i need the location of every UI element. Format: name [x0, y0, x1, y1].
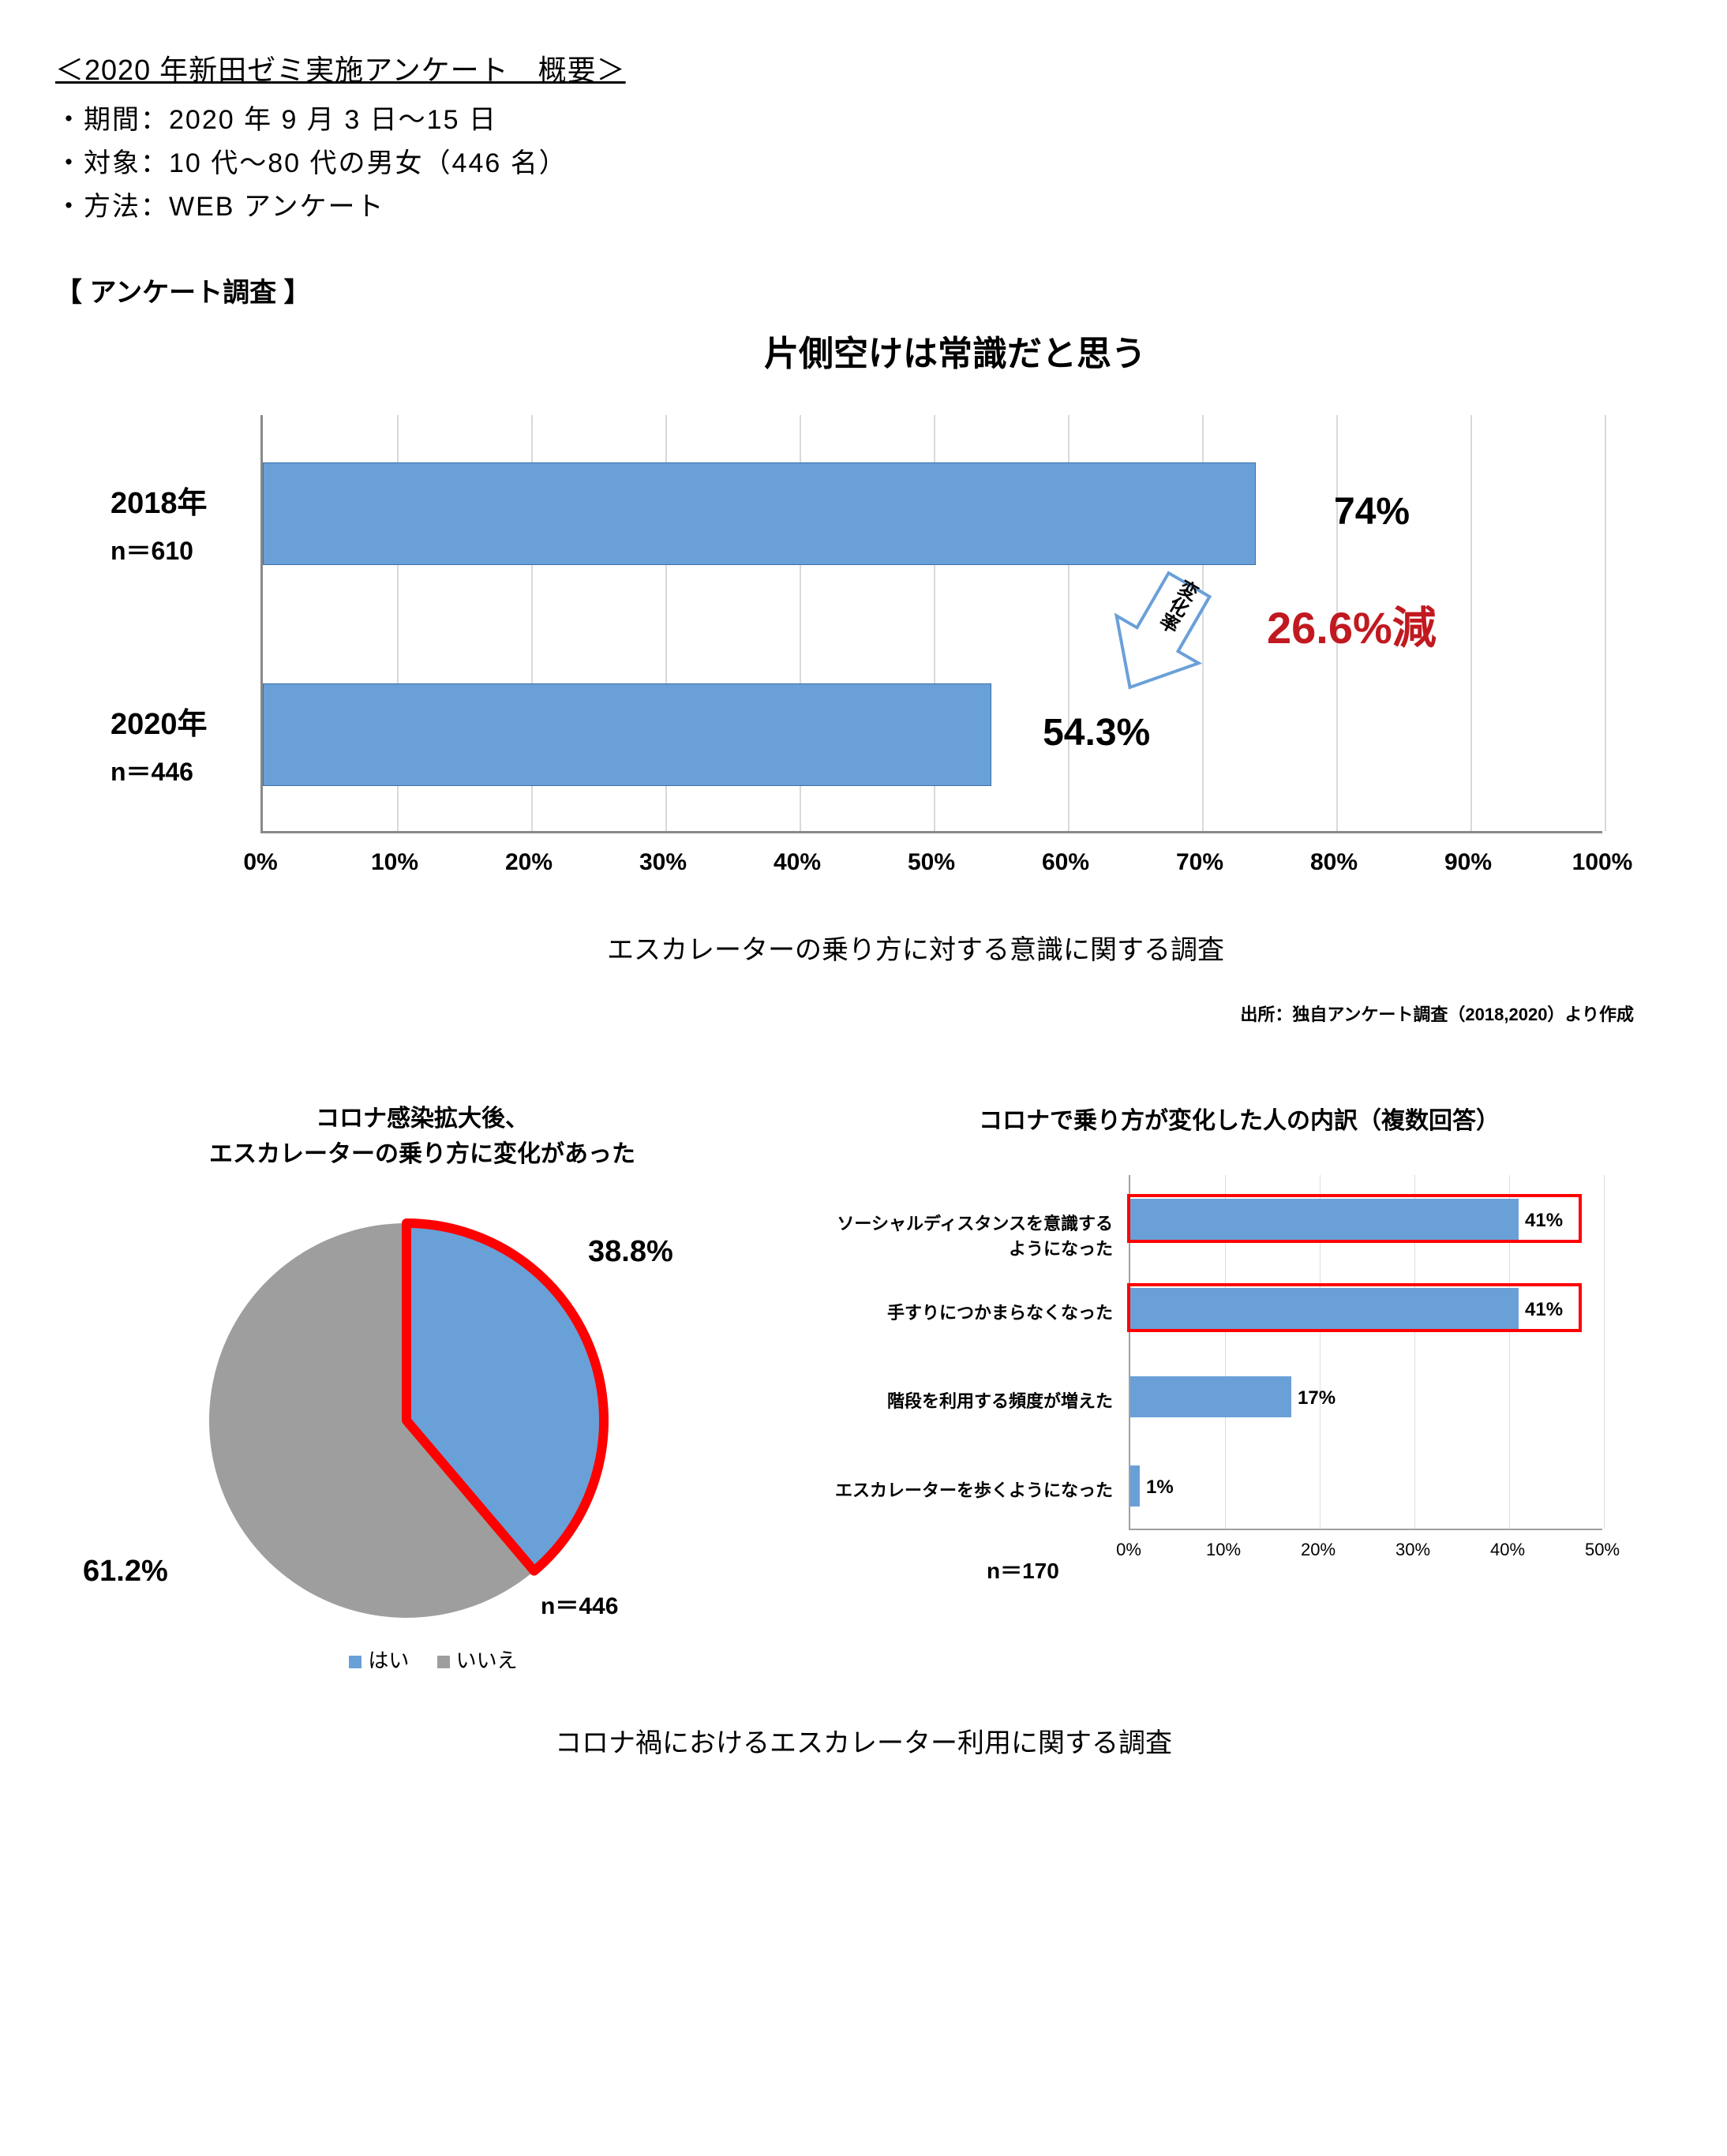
pie-title: コロナ感染拡大後、 エスカレーターの乗り方に変化があった — [55, 1101, 789, 1172]
chart1-bar — [263, 683, 991, 786]
chart1-source: 出所：独自アンケート調査（2018,2020）より作成 — [1240, 1001, 1634, 1026]
chart1-bar — [263, 462, 1256, 565]
hbar-bar — [1130, 1376, 1291, 1417]
hbar-row-label: 階段を利用する頻度が増えた — [829, 1387, 1121, 1413]
hbar-value-label: 1% — [1146, 1477, 1174, 1499]
chart1-xtick: 70% — [1176, 849, 1223, 876]
hbar-row-label: 手すりにつかまらなくなった — [829, 1299, 1121, 1324]
pie-title-line1: コロナ感染拡大後、 — [316, 1106, 529, 1132]
header-bullet: ・方法：WEB アンケート — [55, 185, 1672, 223]
legend-swatch-no — [437, 1656, 450, 1668]
hbar-xtick: 20% — [1301, 1540, 1336, 1560]
page-title: ＜2020 年新田ゼミ実施アンケート 概要＞ — [55, 47, 1672, 88]
hbar-bar — [1130, 1465, 1140, 1507]
row2: コロナ感染拡大後、 エスカレーターの乗り方に変化があった 38.8% 61.2%… — [55, 1101, 1672, 1674]
chart1-value-label: 74% — [1334, 490, 1410, 533]
hbar-xtick: 30% — [1395, 1540, 1430, 1560]
pie-value-no: 61.2% — [83, 1555, 168, 1589]
hbar-title: コロナで乗り方が変化した人の内訳（複数回答） — [821, 1101, 1658, 1136]
survey-section-label: 【 アンケート調査 】 — [55, 271, 1672, 309]
chart1-xtick: 80% — [1310, 849, 1358, 876]
chart1-title: 片側空けは常識だと思う — [245, 325, 1665, 376]
hbar-n: n＝170 — [987, 1554, 1059, 1585]
legend-label-yes: はい — [368, 1649, 409, 1672]
pie-n: n＝446 — [541, 1586, 618, 1621]
pie-panel: コロナ感染拡大後、 エスカレーターの乗り方に変化があった 38.8% 61.2%… — [55, 1101, 789, 1674]
hbar-xtick: 40% — [1490, 1540, 1525, 1560]
chart1-plot: 0%10%20%30%40%50%60%70%80%90%100%2018年n＝… — [111, 415, 1610, 904]
header-bullet: ・期間：2020 年 9 月 3 日～15 日 — [55, 98, 1672, 137]
pie-value-yes: 38.8% — [588, 1235, 673, 1269]
hbar-row-label: ソーシャルディスタンスを意識するようになった — [829, 1210, 1121, 1260]
hbar-highlight-box — [1127, 1194, 1582, 1243]
chart1-xtick: 90% — [1444, 849, 1492, 876]
hbar-row-label: エスカレーターを歩くようになった — [829, 1477, 1121, 1502]
hbar-xtick: 50% — [1585, 1540, 1620, 1560]
chart1-xtick: 50% — [908, 849, 955, 876]
legend-label-no: いいえ — [456, 1649, 518, 1672]
chart1-caption: エスカレーターの乗り方に対する意識に関する調査 — [166, 928, 1665, 967]
pie-legend: はい いいえ — [55, 1645, 789, 1674]
chart1-value-label: 54.3% — [1043, 711, 1150, 754]
hbar-panel: コロナで乗り方が変化した人の内訳（複数回答） 0% 10% 20% 30% 40% 50%… — [821, 1101, 1658, 1674]
hbar-value-label: 17% — [1298, 1387, 1336, 1409]
chart1-xtick: 0% — [243, 849, 277, 876]
change-arrow-icon: 変化率 — [1092, 569, 1227, 707]
chart1-ylabel: 2020年n＝446 — [111, 699, 245, 788]
row2-caption: コロナ禍におけるエスカレーター利用に関する調査 — [55, 1721, 1672, 1760]
chart1-change-label: 26.6%減 — [1267, 593, 1437, 657]
chart1-xtick: 20% — [505, 849, 553, 876]
chart1-xtick: 60% — [1042, 849, 1089, 876]
chart1-xtick: 40% — [774, 849, 821, 876]
header-bullet: ・対象：10 代～80 代の男女（446 名） — [55, 141, 1672, 180]
hbar-xtick: 0% — [1116, 1540, 1141, 1560]
chart1-xtick: 30% — [639, 849, 687, 876]
pie-title-line2: エスカレーターの乗り方に変化があった — [209, 1141, 635, 1167]
hbar-xtick: 10% — [1206, 1540, 1241, 1560]
chart1-xtick: 100% — [1572, 849, 1633, 876]
legend-swatch-yes — [349, 1656, 362, 1668]
chart1-container: 片側空けは常識だと思う 0% 10% 20% 30% 40% 50% 60% 70% 80% 90… — [87, 325, 1665, 967]
hbar-plot: 0%10%20%30%40%50%ソーシャルディスタンスを意識するようになった4… — [829, 1175, 1634, 1585]
hbar-highlight-box — [1127, 1283, 1582, 1332]
chart1-ylabel: 2018年n＝610 — [111, 478, 245, 567]
chart1-xtick: 10% — [371, 849, 418, 876]
